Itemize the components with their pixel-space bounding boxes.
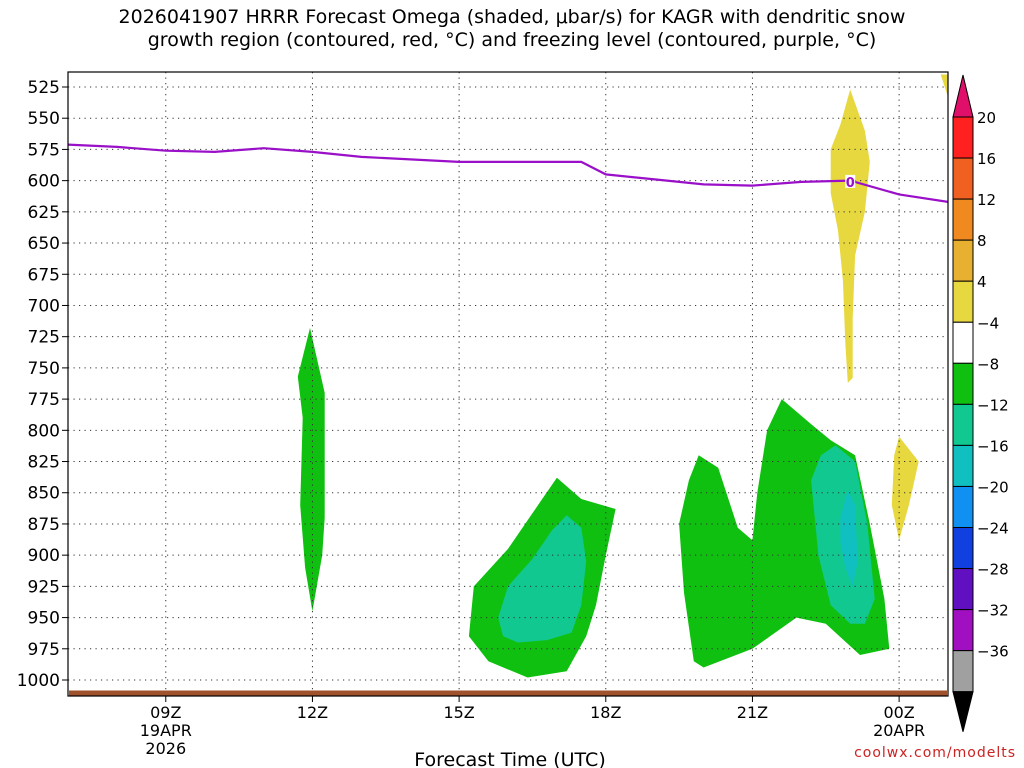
colorbar-swatch-9: [952, 485, 974, 529]
plot-frame: [67, 71, 949, 697]
ground-strip: [69, 690, 947, 697]
colorbar-label-0: 20: [977, 109, 996, 127]
y-tick-label-625: 625: [28, 203, 60, 223]
colorbar-swatch-0: [952, 116, 974, 159]
colorbar-swatch-10: [952, 527, 974, 570]
y-tick-label-700: 700: [28, 296, 60, 316]
colorbar-top-arrow: [952, 74, 974, 118]
y-tick-label-925: 925: [28, 577, 60, 597]
colorbar: 20 16 12 8 4 −4 −8 −12 −16 −20 −24 −28 −32 −36: [952, 74, 1009, 732]
colorbar-swatch-13: [952, 650, 974, 693]
colorbar-label-3: 8: [977, 232, 987, 250]
y-axis: 525 550 575 600 625 650 675 700 725 750 775 800 825 8…: [17, 78, 68, 691]
y-tick-label-525: 525: [28, 78, 60, 98]
y-tick-label-875: 875: [28, 515, 60, 535]
omega-region-2: [498, 515, 587, 643]
omega-region-6: [830, 89, 870, 383]
y-tick-label-775: 775: [28, 390, 60, 410]
colorbar-label-1: 16: [977, 150, 996, 168]
freezing-level-layer: 0: [68, 143, 948, 203]
colorbar-swatch-2: [952, 198, 974, 241]
colorbar-swatch-4: [952, 280, 974, 323]
y-tick-label-725: 725: [28, 328, 60, 348]
colorbar-label-2: 12: [977, 191, 996, 209]
colorbar-label-13: −36: [977, 643, 1009, 661]
freezing-label-bg: [845, 174, 856, 188]
colorbar-label-10: −24: [977, 520, 1009, 538]
colorbar-label-8: −16: [977, 437, 1009, 455]
x-tick-label-12Z: 12Z: [297, 703, 328, 722]
x-tick-date-09Z: 19APR: [140, 721, 192, 740]
y-tick-label-800: 800: [28, 421, 60, 441]
y-tick-label-600: 600: [28, 172, 60, 192]
colorbar-label-5: −4: [977, 314, 999, 332]
y-tick-label-900: 900: [28, 546, 60, 566]
colorbar-swatch-3: [952, 239, 974, 282]
x-tick-label-18Z: 18Z: [590, 703, 621, 722]
colorbar-label-9: −20: [977, 478, 1009, 496]
colorbar-label-7: −12: [977, 396, 1009, 414]
x-tick-label-15Z: 15Z: [443, 703, 474, 722]
x-tick-label-09Z: 09Z: [150, 703, 181, 722]
x-tick-label-00Z: 00Z: [883, 703, 914, 722]
colorbar-label-4: 4: [977, 273, 987, 291]
y-tick-label-550: 550: [28, 109, 60, 129]
chart-title: 2026041907 HRRR Forecast Omega (shaded, …: [0, 6, 1024, 52]
freezing-level-label: 0: [846, 176, 855, 191]
x-axis-label: Forecast Time (UTC): [414, 749, 605, 768]
y-tick-label-825: 825: [28, 453, 60, 473]
y-tick-label-575: 575: [28, 140, 60, 160]
y-tick-label-650: 650: [28, 234, 60, 254]
colorbar-label-12: −32: [977, 602, 1009, 620]
y-tick-label-850: 850: [28, 484, 60, 504]
freezing-level-line: [68, 143, 948, 203]
title-line-1: 2026041907 HRRR Forecast Omega (shaded, …: [118, 6, 906, 28]
y-tick-label-975: 975: [28, 640, 60, 660]
x-tick-year-09Z: 2026: [145, 739, 186, 758]
colorbar-swatch-12: [952, 609, 974, 652]
y-tick-label-950: 950: [28, 609, 60, 629]
colorbar-label-6: −8: [977, 355, 999, 373]
omega-region-5: [840, 490, 858, 587]
grid-lines: [68, 72, 948, 696]
ground-layer: [69, 690, 947, 697]
omega-shading-layer: [297, 74, 948, 678]
credit-text: coolwx.com/modelts: [854, 745, 1016, 761]
x-tick-label-21Z: 21Z: [737, 703, 768, 722]
colorbar-bottom-arrow: [952, 691, 974, 732]
y-tick-label-675: 675: [28, 265, 60, 285]
colorbar-swatch-11: [952, 568, 974, 611]
y-tick-label-750: 750: [28, 359, 60, 379]
omega-region-8: [940, 74, 948, 97]
title-line-2: growth region (contoured, red, °C) and f…: [147, 29, 877, 51]
colorbar-label-11: −28: [977, 561, 1009, 579]
colorbar-swatch-8: [952, 444, 974, 487]
colorbar-swatch-5: [952, 321, 974, 364]
colorbar-swatch-1: [952, 157, 974, 200]
colorbar-swatch-6: [952, 362, 974, 405]
y-tick-label-1000: 1000: [17, 671, 60, 691]
omega-region-0: [297, 327, 325, 612]
x-tick-date-00Z: 20APR: [873, 721, 925, 740]
omega-region-7: [891, 436, 919, 541]
colorbar-swatch-7: [952, 403, 974, 446]
